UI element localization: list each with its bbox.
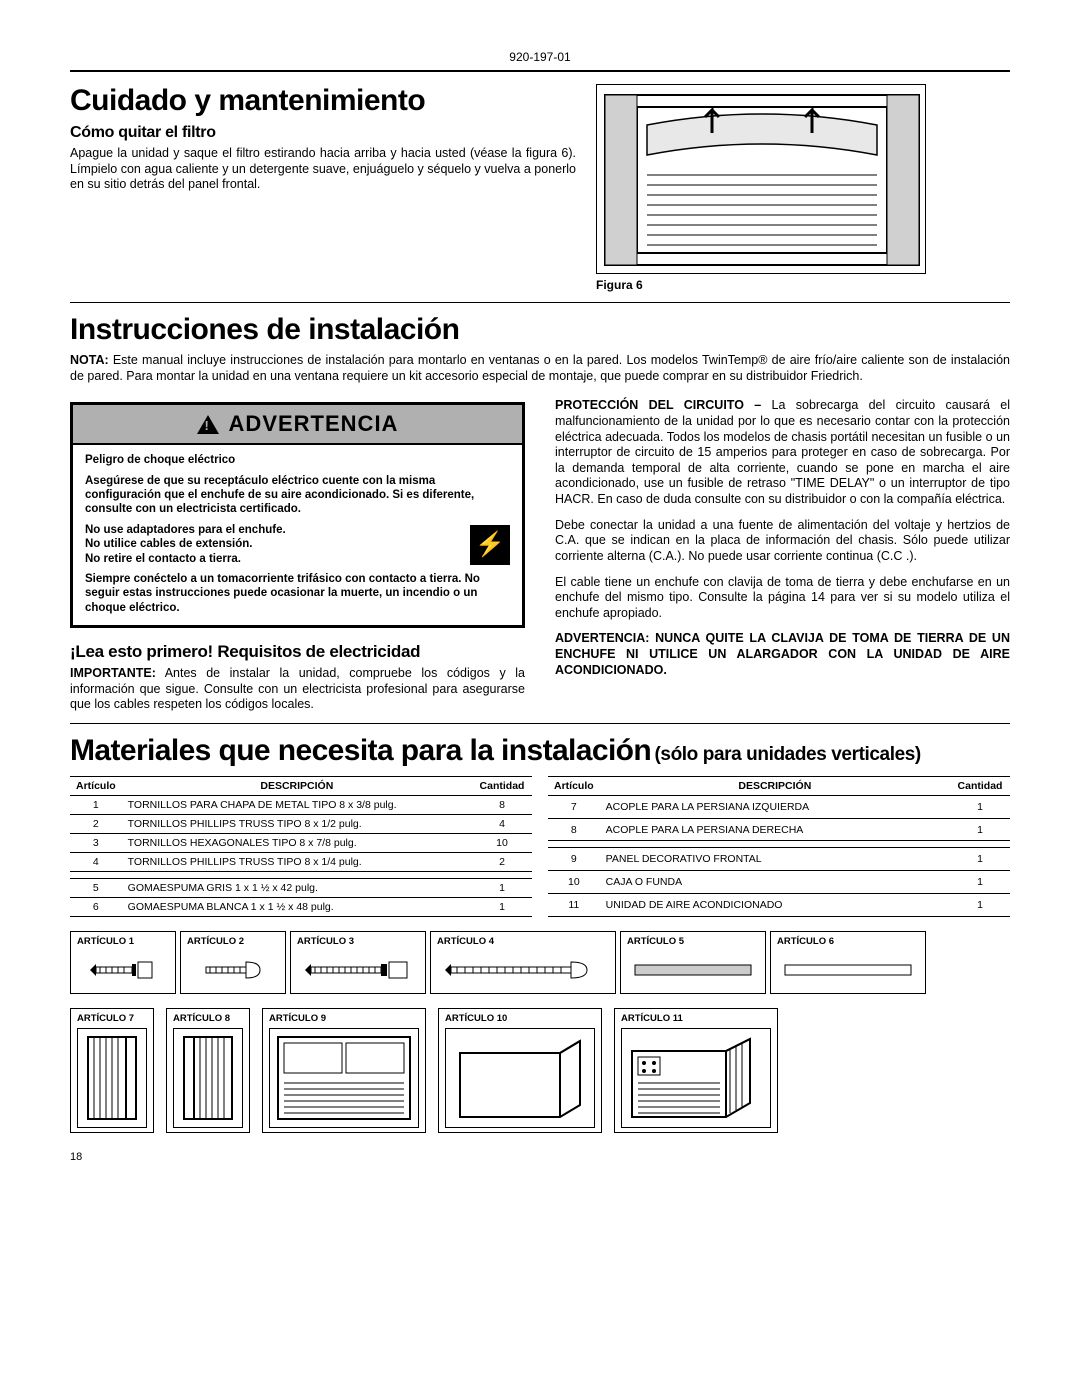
figure-6-label: Figura 6 [596, 278, 643, 292]
parts-table-left: Artículo DESCRIPCIÓN Cantidad 1TORNILLOS… [70, 776, 532, 917]
warn-p3a: No use adaptadores para el enchufe. [85, 523, 510, 537]
table-row: 8ACOPLE PARA LA PERSIANA DERECHA1 [548, 818, 1010, 841]
imp-label: IMPORTANTE: [70, 666, 156, 680]
item7-pic [77, 1028, 147, 1128]
section-rule-1 [70, 302, 1010, 303]
item5-label: ARTÍCULO 5 [627, 936, 759, 947]
item5-pic [627, 951, 759, 989]
warn-p1: Peligro de choque eléctrico [85, 453, 510, 467]
item2-pic [187, 951, 279, 989]
warn-p3b: No utilice cables de extensión. [85, 537, 510, 551]
filter-paragraph: Apague la unidad y saque el filtro estir… [70, 146, 576, 193]
shock-hand-icon: ⚡ [470, 525, 510, 565]
circ-text: La sobrecarga del circuito causará el ma… [555, 398, 1010, 506]
item8-label: ARTÍCULO 8 [173, 1013, 243, 1024]
item3-label: ARTÍCULO 3 [297, 936, 419, 947]
care-title: Cuidado y mantenimiento [70, 84, 576, 118]
item4-label: ARTÍCULO 4 [437, 936, 609, 947]
item10-label: ARTÍCULO 10 [445, 1013, 595, 1024]
nota-label: NOTA: [70, 353, 109, 367]
item6-pic [777, 951, 919, 989]
item2-label: ARTÍCULO 2 [187, 936, 279, 947]
table-row: 4TORNILLOS PHILLIPS TRUSS TIPO 8 x 1/4 p… [70, 852, 532, 871]
table-row: 7ACOPLE PARA LA PERSIANA IZQUIERDA1 [548, 795, 1010, 818]
item4-pic [437, 951, 609, 989]
top-rule [70, 70, 1010, 72]
table-row: 1TORNILLOS PARA CHAPA DE METAL TIPO 8 x … [70, 795, 532, 814]
table-row: 10CAJA O FUNDA1 [548, 871, 1010, 894]
th-qty: Cantidad [472, 776, 532, 795]
table-row: 5GOMAESPUMA GRIS 1 x 1 ½ x 42 pulg.1 [70, 878, 532, 897]
filter-heading: Cómo quitar el filtro [70, 124, 576, 142]
figure-6-illustration [596, 84, 926, 274]
section-rule-2 [70, 723, 1010, 724]
elec-p2: Debe conectar la unidad a una fuente de … [555, 518, 1010, 565]
circ-label: PROTECCIÓN DEL CIRCUITO – [555, 398, 761, 412]
item1-label: ARTÍCULO 1 [77, 936, 169, 947]
th-desc: DESCRIPCIÓN [122, 776, 472, 795]
warn-p3c: No retire el contacto a tierra. [85, 552, 510, 566]
doc-number: 920-197-01 [70, 50, 1010, 64]
item3-pic [297, 951, 419, 989]
item7-label: ARTÍCULO 7 [77, 1013, 147, 1024]
materials-subtitle: (sólo para unidades verticales) [654, 744, 920, 765]
elec-warn2: ADVERTENCIA: NUNCA QUITE LA CLAVIJA DE T… [555, 631, 1010, 678]
item9-pic [269, 1028, 419, 1128]
warning-triangle-icon [197, 415, 219, 434]
item6-label: ARTÍCULO 6 [777, 936, 919, 947]
warn-p4: Siempre conéctelo a un tomacorriente tri… [85, 572, 510, 615]
item9-label: ARTÍCULO 9 [269, 1013, 419, 1024]
elec-important: IMPORTANTE: Antes de instalar la unidad,… [70, 666, 525, 713]
table-row: 9PANEL DECORATIVO FRONTAL1 [548, 848, 1010, 871]
item8-pic [173, 1028, 243, 1128]
install-title: Instrucciones de instalación [70, 313, 1010, 347]
install-nota: NOTA: Este manual incluye instrucciones … [70, 353, 1010, 384]
page-number: 18 [70, 1151, 1010, 1163]
materials-heading-row: Materiales que necesita para la instalac… [70, 734, 1010, 768]
care-section: Cuidado y mantenimiento Cómo quitar el f… [70, 84, 1010, 292]
materials-title: Materiales que necesita para la instalac… [70, 734, 651, 767]
table-row: 6GOMAESPUMA BLANCA 1 x 1 ½ x 48 pulg.1 [70, 897, 532, 916]
table-row: 11UNIDAD DE AIRE ACONDICIONADO1 [548, 894, 1010, 917]
elec-p3: El cable tiene un enchufe con clavija de… [555, 575, 1010, 622]
item11-label: ARTÍCULO 11 [621, 1013, 771, 1024]
table-row: 3TORNILLOS HEXAGONALES TIPO 8 x 7/8 pulg… [70, 833, 532, 852]
th-qty: Cantidad [950, 776, 1010, 795]
nota-text: Este manual incluye instrucciones de ins… [70, 353, 1010, 383]
parts-table-right: Artículo DESCRIPCIÓN Cantidad 7ACOPLE PA… [548, 776, 1010, 917]
th-desc: DESCRIPCIÓN [600, 776, 950, 795]
th-item: Artículo [548, 776, 600, 795]
warning-header-text: ADVERTENCIA [229, 411, 399, 437]
item1-pic [77, 951, 169, 989]
warning-header: ADVERTENCIA [73, 405, 522, 445]
elec-circuit: PROTECCIÓN DEL CIRCUITO – La sobrecarga … [555, 398, 1010, 507]
th-item: Artículo [70, 776, 122, 795]
item-illus-row-1: ARTÍCULO 1 ARTÍCULO 2 ARTÍCULO 3 ARTÍCUL… [70, 931, 1010, 994]
elec-heading: ¡Lea esto primero! Requisitos de electri… [70, 642, 525, 662]
item11-pic [621, 1028, 771, 1128]
warn-p2: Asegúrese de que su receptáculo eléctric… [85, 474, 510, 517]
item-illus-row-2: ARTÍCULO 7 ARTÍCULO 8 ARTÍCULO 9 ARTÍCUL… [70, 1008, 1010, 1133]
item10-pic [445, 1028, 595, 1128]
warning-box: ADVERTENCIA Peligro de choque eléctrico … [70, 402, 525, 628]
table-row: 2TORNILLOS PHILLIPS TRUSS TIPO 8 x 1/2 p… [70, 814, 532, 833]
